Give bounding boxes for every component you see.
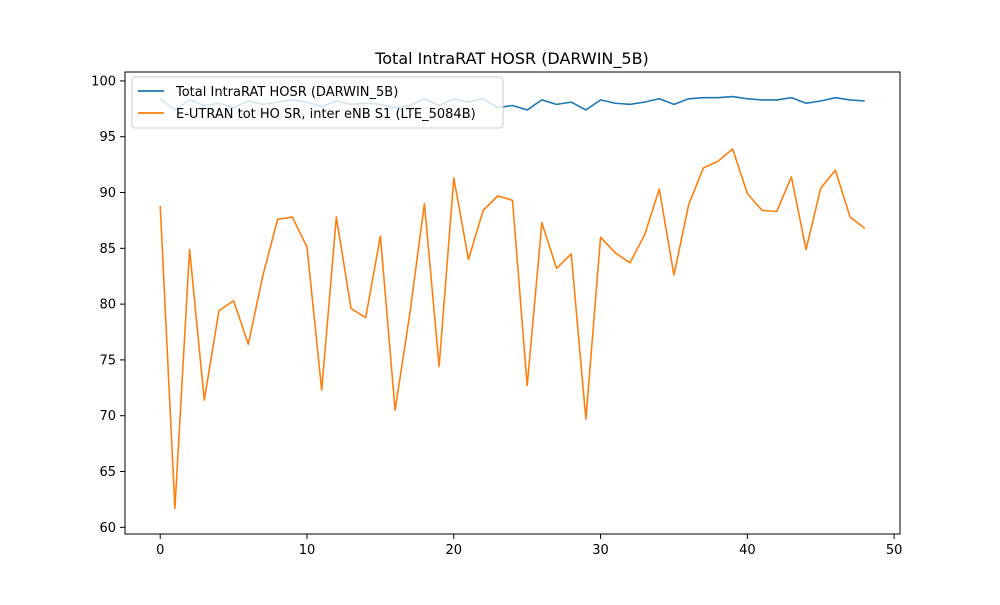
chart-title: Total IntraRAT HOSR (DARWIN_5B) [374, 49, 649, 69]
y-tick-label: 90 [99, 186, 116, 201]
y-axis: 60 65 70 75 80 85 90 95 100 [91, 74, 125, 536]
legend-box [131, 76, 504, 129]
plot-area [124, 71, 901, 535]
x-tick-label: 20 [446, 543, 463, 558]
legend: Total IntraRAT HOSR (DARWIN_5B) E-UTRAN … [131, 76, 504, 129]
x-tick-label: 40 [739, 543, 756, 558]
y-tick-label: 65 [99, 465, 116, 480]
y-tick-label: 95 [99, 130, 116, 145]
y-tick-label: 60 [99, 521, 116, 536]
series-line-2 [159, 148, 866, 510]
x-tick-label: 50 [886, 543, 903, 558]
y-tick-label: 80 [99, 298, 116, 313]
legend-label-series-1: Total IntraRAT HOSR (DARWIN_5B) [175, 85, 398, 100]
x-tick-label: 30 [592, 543, 609, 558]
y-tick-label: 70 [99, 409, 116, 424]
x-tick-label: 0 [156, 543, 164, 558]
y-tick-label: 75 [99, 353, 116, 368]
y-tick-label: 85 [99, 242, 116, 257]
x-tick-label: 10 [299, 543, 316, 558]
y-tick-label: 100 [91, 74, 116, 89]
x-axis: 0 10 20 30 40 50 [156, 534, 902, 558]
legend-label-series-2: E-UTRAN tot HO SR, inter eNB S1 (LTE_508… [176, 107, 476, 122]
